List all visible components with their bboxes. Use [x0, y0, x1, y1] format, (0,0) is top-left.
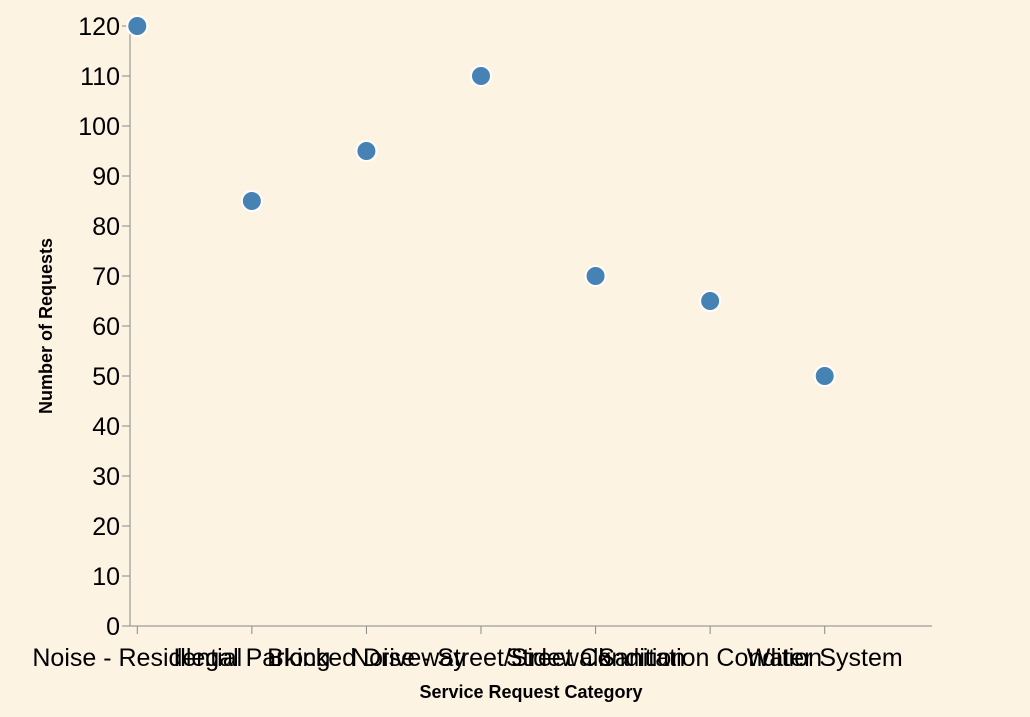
- y-axis-title: Number of Requests: [36, 238, 56, 414]
- y-tick-label: 0: [106, 613, 120, 641]
- x-tick-label: Street Condition: [506, 644, 685, 672]
- data-point[interactable]: [240, 190, 263, 212]
- y-tick-label: 80: [92, 213, 120, 241]
- data-points: [126, 15, 836, 387]
- y-axis: 0 10 20 30 40 50 60 70 80 90 100 110 120: [78, 13, 131, 641]
- data-point[interactable]: [584, 265, 607, 287]
- data-point[interactable]: [813, 365, 836, 387]
- data-point[interactable]: [355, 140, 378, 162]
- x-tick-label: Illegal Parking: [173, 644, 330, 672]
- x-tick-label: Sanitation Condition: [598, 644, 822, 672]
- y-tick-label: 100: [78, 113, 120, 141]
- x-tick-label: Blocked Driveway: [267, 644, 466, 672]
- y-tick-label: 120: [78, 13, 120, 41]
- y-tick-label: 90: [92, 163, 120, 191]
- y-tick-label: 20: [92, 513, 120, 541]
- y-tick-label: 60: [92, 313, 120, 341]
- x-tick-label: Water System: [747, 644, 903, 672]
- data-point[interactable]: [699, 290, 722, 312]
- y-tick-label: 10: [92, 563, 120, 591]
- y-tick-label: 50: [92, 363, 120, 391]
- y-tick-label: 30: [92, 463, 120, 491]
- y-tick-label: 40: [92, 413, 120, 441]
- y-tick-label: 110: [80, 63, 120, 91]
- x-tick-label: Noise - Residential: [32, 644, 242, 672]
- data-point[interactable]: [126, 15, 149, 37]
- x-tick-label: Noise - Street/Sidewalk: [351, 644, 611, 672]
- data-point[interactable]: [470, 65, 492, 87]
- y-tick-label: 70: [92, 263, 120, 291]
- x-axis-title: Service Request Category: [419, 682, 642, 702]
